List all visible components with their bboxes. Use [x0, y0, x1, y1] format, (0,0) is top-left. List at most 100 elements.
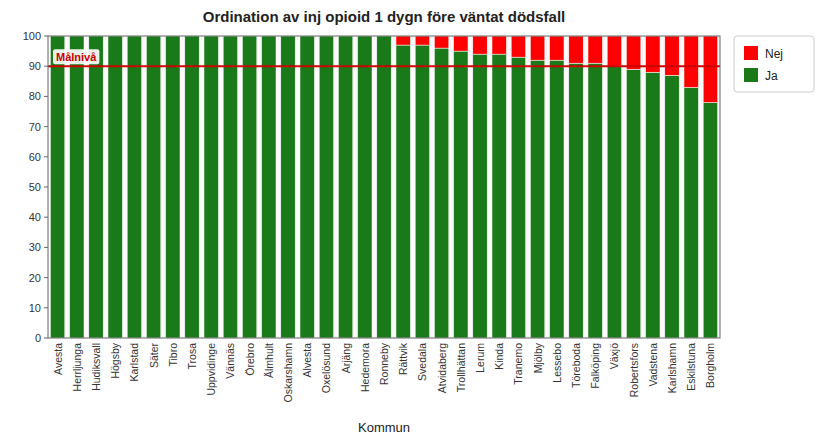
x-tick-label: Lessebo	[551, 343, 563, 383]
legend-label: Ja	[765, 69, 778, 83]
bar-segment	[703, 36, 717, 102]
bar-segment	[146, 36, 160, 338]
x-tick-label: Örebro	[244, 343, 256, 376]
chart: Ordination av inj opioid 1 dygn före vän…	[0, 0, 832, 440]
bar-segment	[684, 87, 698, 338]
x-tick-label: Karlshamn	[666, 343, 678, 393]
bar-segment	[511, 57, 525, 338]
x-tick-label: Svedala	[416, 343, 428, 381]
x-tick-label: Hedemora	[359, 343, 371, 392]
x-tick-label: Vadstena	[647, 343, 659, 387]
y-tick	[44, 36, 48, 37]
x-tick-label: Ronneby	[378, 342, 390, 385]
x-tick-label: Oskarshamn	[282, 343, 294, 403]
bar-segment	[262, 36, 276, 338]
bar-segment	[319, 36, 333, 338]
x-tick-label: Alvesta	[301, 343, 313, 378]
bar-segment	[646, 72, 660, 338]
legend: NejJa	[734, 36, 814, 92]
y-tick	[44, 156, 48, 157]
y-tick-label: 40	[29, 211, 41, 223]
x-tick-label: Mjölby	[532, 342, 544, 373]
bar-segment	[434, 48, 448, 338]
x-tick-label: Karlstad	[128, 343, 140, 382]
x-tick-label: Kinda	[493, 343, 505, 370]
bar-segment	[396, 45, 410, 338]
y-tick	[44, 307, 48, 308]
y-tick-label: 30	[29, 241, 41, 253]
bars	[48, 36, 720, 338]
x-tick-label: Eskilstuna	[685, 343, 697, 391]
y-tick	[44, 277, 48, 278]
bar-segment	[108, 36, 122, 338]
bar-segment	[338, 36, 352, 338]
x-tick-label: Robertsfors	[628, 343, 640, 397]
target-line	[48, 65, 720, 67]
bar-segment	[300, 36, 314, 338]
x-tick-label: Rättvik	[397, 342, 409, 375]
x-axis-label: Kommun	[358, 420, 410, 435]
y-tick	[44, 247, 48, 248]
target-label: Målnivå	[56, 51, 97, 63]
bar-segment	[569, 36, 583, 63]
bar-segment	[89, 36, 103, 338]
x-tick-label: Trosa	[186, 343, 198, 370]
legend-swatch	[744, 46, 758, 60]
bar-segment	[454, 36, 468, 51]
x-tick-label: Tranemo	[512, 343, 524, 385]
bar-segment	[607, 36, 621, 66]
bar-segment	[626, 36, 640, 69]
plot-frame	[48, 36, 720, 338]
bar-segment	[550, 36, 564, 60]
bar-segment	[492, 36, 506, 54]
bar-segment	[454, 51, 468, 338]
y-tick-label: 90	[29, 60, 41, 72]
bar-segment	[473, 54, 487, 338]
bar-segment	[377, 36, 391, 338]
y-tick	[44, 338, 48, 339]
bar-segment	[242, 36, 256, 338]
bar-segment	[492, 54, 506, 338]
y-tick	[44, 187, 48, 188]
x-tick-label: Borgholm	[704, 343, 716, 388]
bar-segment	[127, 36, 141, 338]
legend-swatch	[744, 68, 758, 82]
bar-segment	[204, 36, 218, 338]
bar-segment	[70, 36, 84, 338]
y-tick-label: 10	[29, 302, 41, 314]
x-tick-label: Tibro	[167, 343, 179, 367]
legend-box	[734, 36, 814, 92]
x-tick-label: Falköping	[589, 343, 601, 389]
bar-segment	[415, 45, 429, 338]
bar-segment	[50, 36, 64, 338]
bar-segment	[185, 36, 199, 338]
bar-segment	[626, 69, 640, 338]
y-tick	[44, 66, 48, 67]
y-tick-label: 100	[23, 30, 41, 42]
x-tick-label: Älmhult	[263, 343, 275, 378]
x-tick-label: Lerum	[474, 343, 486, 373]
title: Ordination av inj opioid 1 dygn före vän…	[203, 8, 566, 25]
x-tick-label: Säter	[148, 343, 160, 369]
x-tick-label: Hudiksvall	[90, 343, 102, 391]
y-tick-label: 0	[35, 332, 41, 344]
y-tick-label: 50	[29, 181, 41, 193]
y-tick-label: 60	[29, 151, 41, 163]
target-label-bg	[53, 49, 99, 64]
y-tick-label: 20	[29, 272, 41, 284]
bar-segment	[415, 36, 429, 45]
bar-segment	[530, 60, 544, 338]
x-tick-label: Atvidaberg	[436, 343, 448, 393]
bar-segment	[223, 36, 237, 338]
bar-segment	[703, 102, 717, 338]
bar-segment	[166, 36, 180, 338]
bar-segment	[665, 36, 679, 75]
x-tick-label: Oxelösund	[320, 343, 332, 393]
bar-segment	[607, 66, 621, 338]
y-tick	[44, 126, 48, 127]
bar-segment	[434, 36, 448, 48]
x-tick-label: Vännäs	[224, 343, 236, 379]
x-tick-label: Växjö	[608, 343, 620, 369]
y-tick	[44, 217, 48, 218]
bar-segment	[358, 36, 372, 338]
